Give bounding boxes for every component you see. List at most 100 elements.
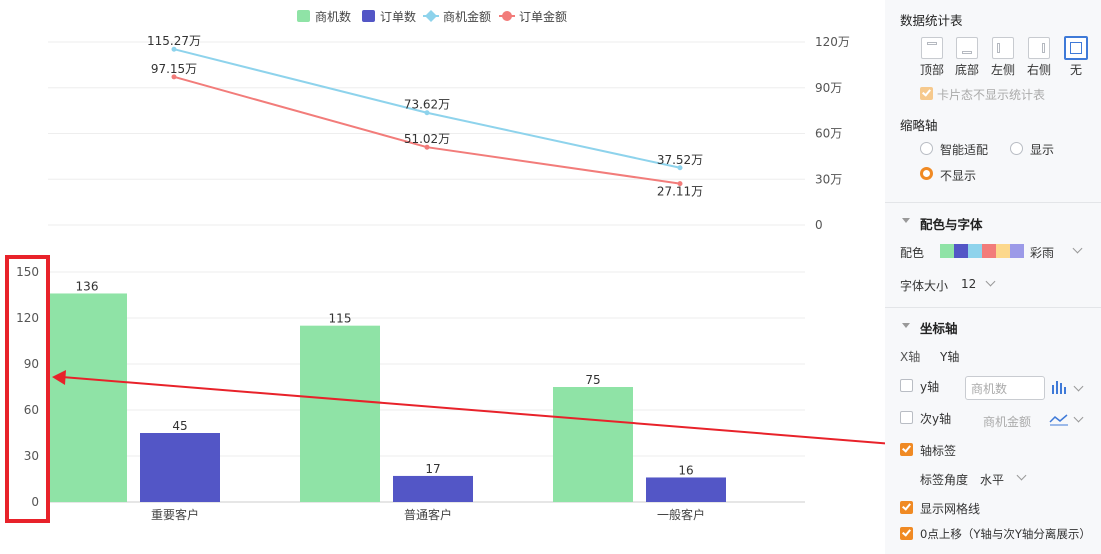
bar-value-label: 17 xyxy=(425,462,440,476)
bar xyxy=(393,475,473,502)
line-value-label: 115.27万 xyxy=(147,34,201,48)
card-hide-checkbox[interactable] xyxy=(920,87,933,100)
position-top-icon xyxy=(927,42,937,45)
zoom-show-label: 显示 xyxy=(1030,143,1055,157)
y-tick-label: 60 xyxy=(24,403,39,417)
line-point xyxy=(424,144,430,150)
stats-position-left-button[interactable] xyxy=(992,37,1014,59)
palette-swatch xyxy=(996,244,1010,258)
y2-tick-label: 0 xyxy=(815,218,823,232)
line-point xyxy=(171,74,177,80)
palette-swatch xyxy=(940,244,954,258)
legend-item-label: 商机金额 xyxy=(443,9,491,24)
position-label-left: 左侧 xyxy=(990,63,1015,77)
palette-name: 彩雨 xyxy=(1030,246,1055,260)
divider xyxy=(885,307,1101,308)
stats-position-top-button[interactable] xyxy=(921,37,943,59)
grid-checkbox[interactable] xyxy=(900,501,913,514)
bar xyxy=(553,387,633,502)
position-label-none: 无 xyxy=(1069,63,1082,77)
stats-position-bottom-button[interactable] xyxy=(956,37,978,59)
zoom-auto-radio[interactable] xyxy=(920,142,933,155)
y-axis-label: y轴 xyxy=(920,380,940,394)
y2-tick-label: 30万 xyxy=(815,172,842,186)
collapse-triangle-icon[interactable] xyxy=(902,218,910,223)
bar-value-label: 45 xyxy=(172,419,187,433)
y-tick-label: 90 xyxy=(24,357,39,371)
combo-chart: 商机数 订单数 商机金额 订单金额 120万 90万 60万 30万 0 150 120 90 60 30… xyxy=(5,9,885,523)
position-left-icon xyxy=(997,43,1000,53)
bar-value-label: 16 xyxy=(678,463,693,477)
label-angle-label: 标签角度 xyxy=(920,473,969,487)
line-point xyxy=(677,181,683,187)
zoom-show-radio[interactable] xyxy=(1010,142,1023,155)
stats-position-none-button[interactable] xyxy=(1064,36,1088,60)
bar xyxy=(140,433,220,502)
x-tick-label: 普通客户 xyxy=(404,507,452,522)
line-value-label: 27.11万 xyxy=(657,185,703,199)
highlight-box xyxy=(5,255,50,523)
legend-item-label: 商机数 xyxy=(315,9,351,24)
font-size-chevron-down-icon[interactable] xyxy=(985,276,996,287)
palette-swatch xyxy=(1010,244,1024,258)
y-axis-chevron-down-icon[interactable] xyxy=(1073,381,1084,392)
chart-canvas: 商机数 订单数 商机金额 订单金额 120万 90万 60万 30万 0 150 120 90 60 30… xyxy=(5,9,885,523)
series-line xyxy=(173,75,681,185)
check-icon xyxy=(922,87,931,97)
line-value-label: 51.02万 xyxy=(404,132,450,146)
settings-panel: 数据统计表 顶部 底部 左侧 右侧 无 卡片态不显示统计表 缩略轴 智能适配 显… xyxy=(885,0,1101,554)
axis-label-checkbox[interactable] xyxy=(900,443,913,456)
y-tick-label: 150 xyxy=(16,265,39,279)
label-angle-value[interactable]: 水平 xyxy=(980,473,1005,487)
stats-position-right-button[interactable] xyxy=(1028,37,1050,59)
label-angle-chevron-down-icon[interactable] xyxy=(1016,470,1027,481)
y2-axis-field[interactable]: 商机金额 xyxy=(983,415,1032,429)
y2-tick-label: 90万 xyxy=(815,81,842,95)
stats-table-title: 数据统计表 xyxy=(900,13,963,28)
palette-label: 配色 xyxy=(900,246,925,260)
line-value-label: 37.52万 xyxy=(657,153,703,167)
y-axis-checkbox[interactable] xyxy=(900,379,913,392)
y2-axis-chevron-down-icon[interactable] xyxy=(1073,412,1084,423)
line-value-label: 97.15万 xyxy=(151,62,197,76)
collapse-triangle-icon[interactable] xyxy=(902,323,910,328)
position-label-top: 顶部 xyxy=(919,63,944,77)
position-right-icon xyxy=(1042,43,1045,53)
bar xyxy=(47,293,127,502)
palette-chevron-down-icon[interactable] xyxy=(1072,243,1083,254)
palette-swatch xyxy=(982,244,996,258)
line-chart-icon[interactable] xyxy=(1049,412,1069,426)
y2-axis-label: 次y轴 xyxy=(920,412,952,426)
position-none-icon xyxy=(1070,42,1082,54)
axis-label-text: 轴标签 xyxy=(920,444,957,458)
y-axis-field-input[interactable]: 商机数 xyxy=(965,376,1045,400)
legend-swatch xyxy=(297,10,310,22)
bar-value-label: 75 xyxy=(585,373,600,387)
x-tick-label: 一般客户 xyxy=(657,507,705,522)
tab-y-axis[interactable]: Y轴 xyxy=(940,350,960,364)
font-size-value[interactable]: 12 xyxy=(961,277,977,291)
card-hide-label: 卡片态不显示统计表 xyxy=(937,88,1046,102)
y2-axis-checkbox[interactable] xyxy=(900,411,913,424)
position-bottom-icon xyxy=(962,51,972,54)
divider xyxy=(885,202,1101,203)
check-icon xyxy=(902,501,911,511)
tab-x-axis[interactable]: X轴 xyxy=(900,350,921,364)
check-icon xyxy=(902,443,911,453)
font-size-label: 字体大小 xyxy=(900,279,949,293)
line-point xyxy=(171,46,177,52)
y2-tick-label: 120万 xyxy=(815,35,850,49)
bar-chart-icon[interactable] xyxy=(1051,380,1067,394)
zoom-hide-label: 不显示 xyxy=(940,169,977,183)
color-font-title: 配色与字体 xyxy=(920,217,983,232)
zero-up-checkbox[interactable] xyxy=(900,527,913,540)
annotation-arrow xyxy=(61,376,885,445)
position-label-right: 右侧 xyxy=(1026,63,1051,77)
zoom-hide-radio[interactable] xyxy=(920,167,933,180)
y-tick-label: 30 xyxy=(24,449,39,463)
arrow-head xyxy=(52,370,66,385)
zero-up-label: 0点上移（Y轴与次Y轴分离展示） xyxy=(920,527,1091,541)
bar xyxy=(646,477,726,502)
check-icon xyxy=(902,527,911,537)
